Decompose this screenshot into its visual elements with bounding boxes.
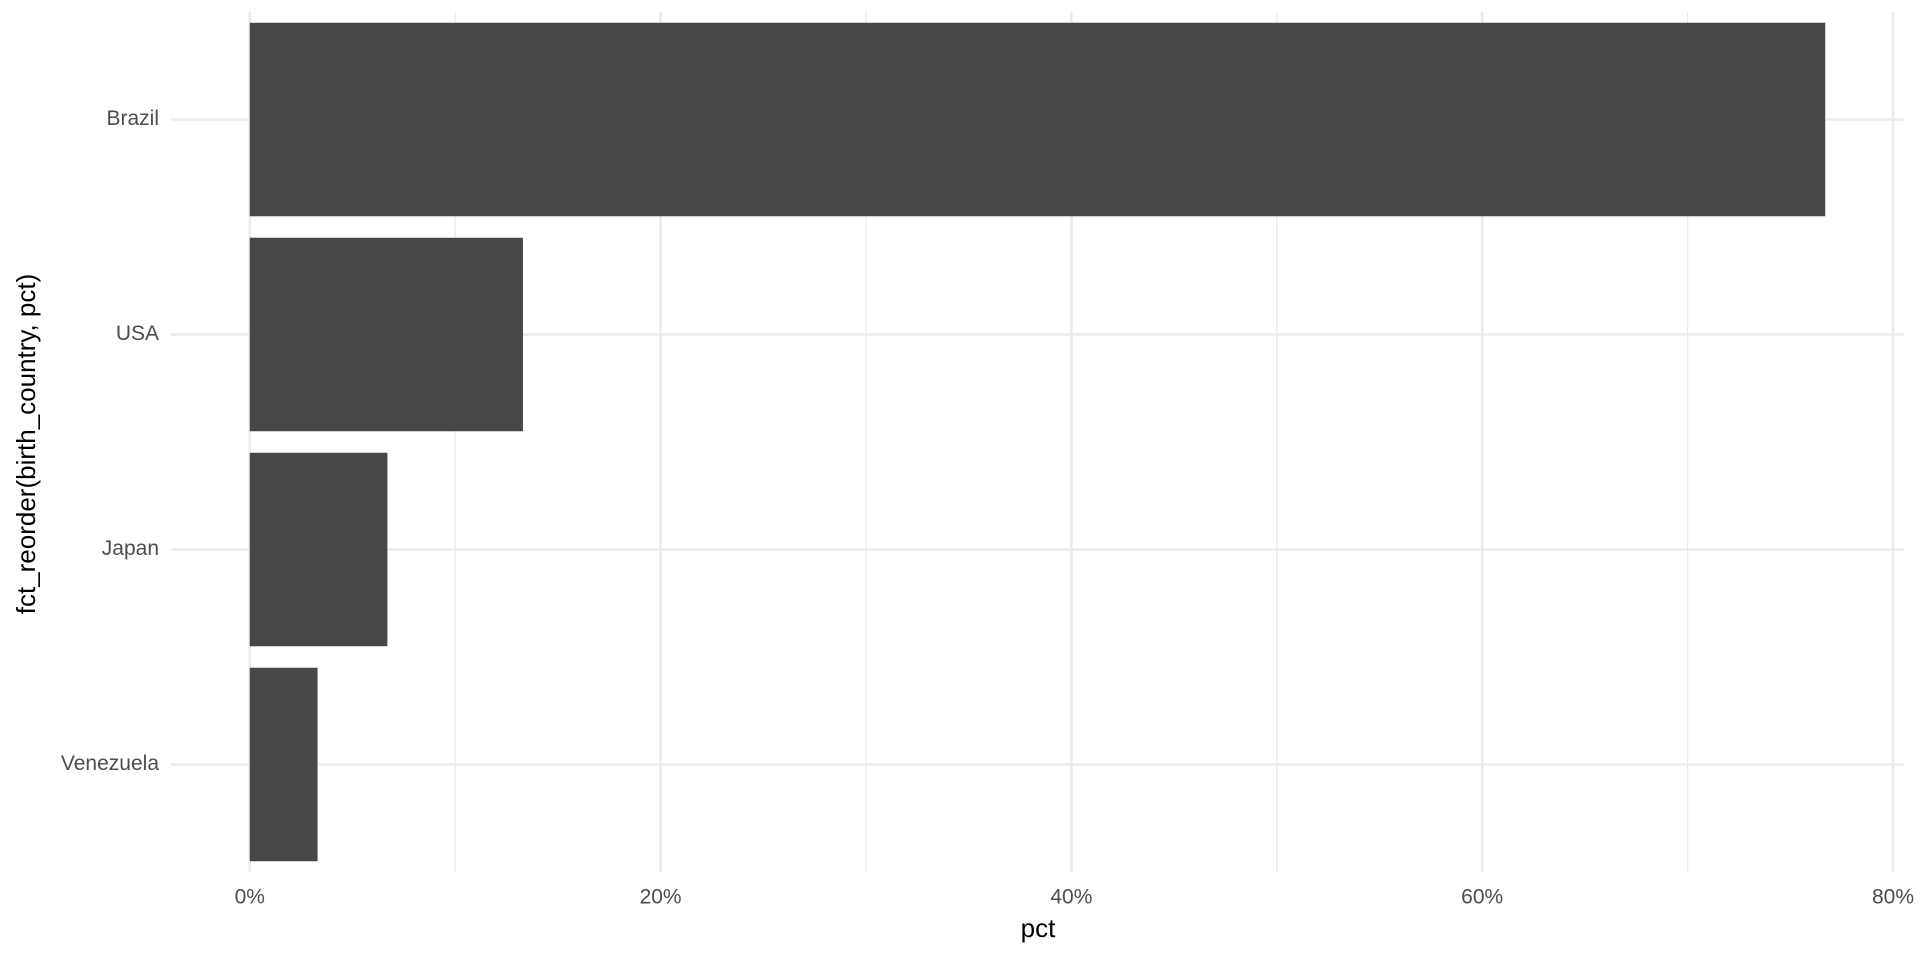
bar xyxy=(249,237,523,432)
x-tick-label: 80% xyxy=(1872,886,1914,909)
bar xyxy=(249,452,388,647)
y-tick-label: Venezuela xyxy=(61,752,159,775)
x-tick-label: 60% xyxy=(1461,886,1503,909)
y-axis-title: fct_reorder(birth_country, pct) xyxy=(11,274,41,615)
y-tick-label: Japan xyxy=(102,537,159,560)
y-tick-label: Brazil xyxy=(106,107,159,130)
bar xyxy=(249,22,1826,217)
x-axis-title: pct xyxy=(1021,913,1056,943)
bar xyxy=(249,667,318,862)
y-tick-label: USA xyxy=(116,322,159,345)
x-tick-label: 20% xyxy=(640,886,682,909)
x-tick-label: 0% xyxy=(235,886,265,909)
x-tick-label: 40% xyxy=(1050,886,1092,909)
